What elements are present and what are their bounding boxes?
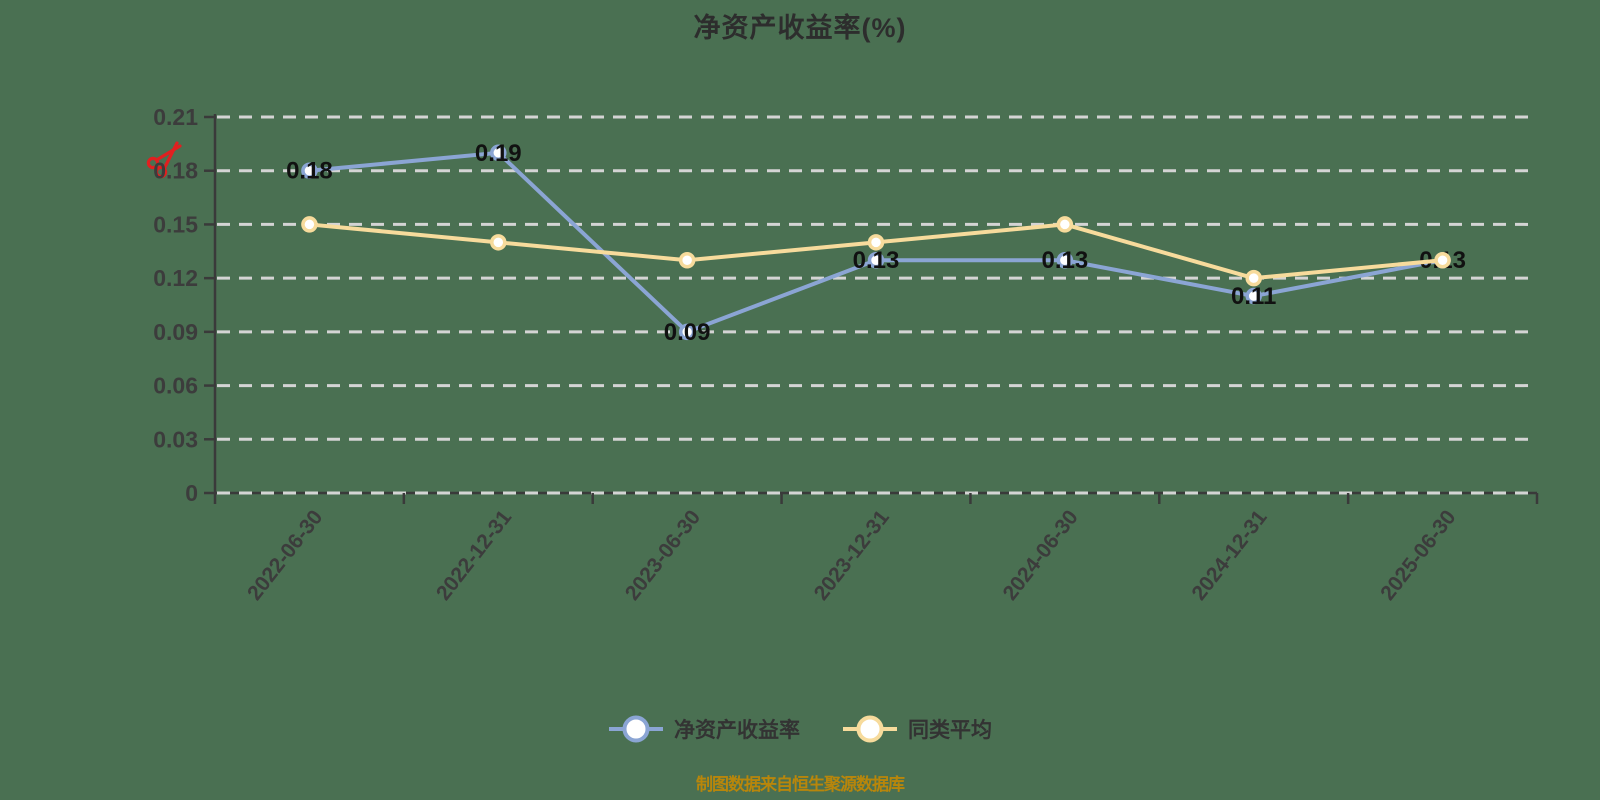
- x-axis-label: 2022-12-31: [432, 506, 516, 605]
- x-axis-label: 2023-12-31: [810, 506, 894, 605]
- chart-legend: 净资产收益率 同类平均: [0, 714, 1600, 744]
- data-point[interactable]: [1245, 269, 1262, 287]
- legend-item-peer-average[interactable]: 同类平均: [842, 714, 992, 744]
- legend-item-roe[interactable]: 净资产收益率: [608, 714, 800, 744]
- y-tick-label: 0.03: [153, 426, 198, 452]
- data-point[interactable]: [867, 251, 885, 269]
- data-point-label: 0.13: [1041, 247, 1088, 274]
- data-point-label: 0.13: [853, 247, 900, 274]
- y-tick-label: 0.21: [153, 104, 198, 130]
- legend-label-peer-average: 同类平均: [908, 719, 992, 742]
- y-tick-label: 0.12: [153, 265, 198, 291]
- y-tick-label: 0.18: [153, 158, 198, 184]
- data-point-label: 0.19: [475, 140, 522, 167]
- data-point[interactable]: [1434, 251, 1451, 269]
- legend-label-roe: 净资产收益率: [674, 719, 800, 742]
- data-point[interactable]: [1245, 287, 1262, 305]
- scissors-icon: [146, 141, 182, 179]
- y-tick-label: 0.15: [153, 211, 198, 237]
- data-point-label: 0.09: [664, 319, 711, 346]
- legend-marker-peer-average-icon: [843, 715, 897, 743]
- data-point[interactable]: [301, 216, 318, 233]
- data-point[interactable]: [1056, 216, 1074, 233]
- data-point[interactable]: [678, 323, 696, 341]
- data-point[interactable]: [867, 234, 885, 251]
- x-axis-label: 2022-06-30: [243, 506, 327, 605]
- x-axis-label: 2024-12-31: [1187, 506, 1271, 605]
- data-point[interactable]: [1056, 251, 1074, 269]
- data-point-label: 0.18: [286, 158, 333, 185]
- chart-title: 净资产收益率(%): [693, 13, 907, 43]
- data-source-note: 制图数据来自恒生聚源数据库: [696, 775, 905, 794]
- data-point[interactable]: [490, 234, 507, 251]
- x-axis-label: 2024-06-30: [999, 506, 1083, 605]
- x-axis-label: 2023-06-30: [621, 506, 705, 605]
- data-point-label: 0.11: [1231, 283, 1276, 310]
- y-tick-label: 0.06: [153, 373, 198, 399]
- data-point[interactable]: [301, 162, 318, 179]
- legend-marker-roe-icon: [609, 715, 663, 743]
- y-tick-label: 0: [185, 480, 198, 506]
- x-axis-label: 2025-06-30: [1376, 506, 1460, 605]
- y-tick-label: 0.09: [153, 319, 198, 345]
- data-point[interactable]: [678, 251, 696, 269]
- data-point[interactable]: [490, 144, 507, 162]
